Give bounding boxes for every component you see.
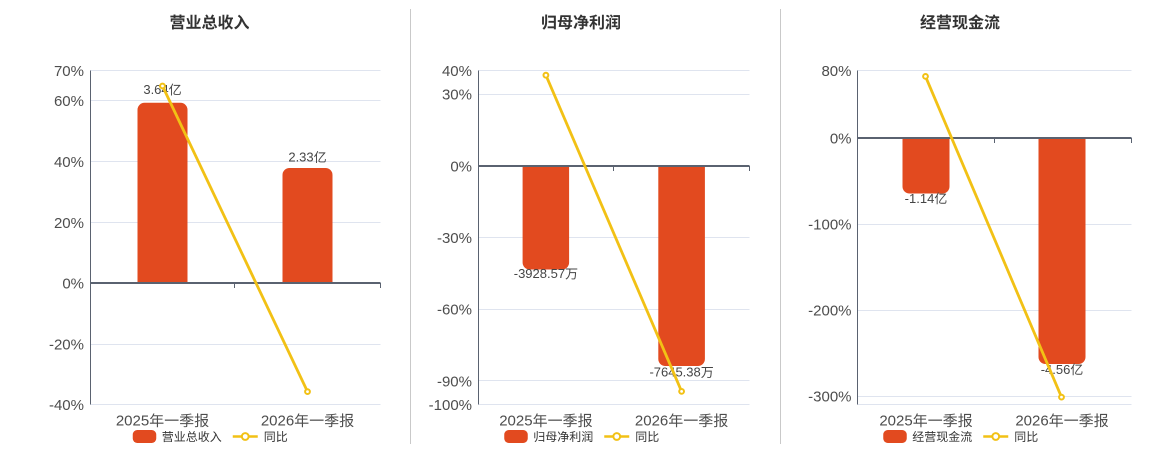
- svg-text:-90%: -90%: [437, 373, 472, 390]
- svg-text:-100%: -100%: [429, 397, 472, 414]
- svg-text:0%: 0%: [830, 131, 852, 148]
- svg-text:80%: 80%: [821, 63, 851, 80]
- svg-text:40%: 40%: [442, 63, 472, 80]
- svg-text:-30%: -30%: [437, 230, 472, 247]
- svg-text:2025: 2025: [499, 413, 532, 430]
- svg-text:-60%: -60%: [437, 302, 472, 319]
- svg-text:0%: 0%: [450, 158, 472, 175]
- svg-text:20%: 20%: [54, 215, 84, 232]
- svg-text:-7645.38: -7645.38: [649, 365, 700, 380]
- svg-text:30%: 30%: [442, 87, 472, 104]
- svg-text:-3928.57: -3928.57: [514, 266, 565, 281]
- svg-text:-200%: -200%: [808, 302, 851, 319]
- svg-text:-300%: -300%: [808, 388, 851, 405]
- svg-text:2.33: 2.33: [288, 150, 313, 165]
- svg-text:2026: 2026: [261, 413, 294, 430]
- svg-text:-20%: -20%: [49, 336, 84, 353]
- svg-text:-100%: -100%: [808, 216, 851, 233]
- svg-text:-40%: -40%: [49, 397, 84, 414]
- svg-text:2026: 2026: [635, 413, 668, 430]
- svg-text:2025: 2025: [879, 413, 912, 430]
- svg-text:2026: 2026: [1015, 413, 1048, 430]
- svg-text:-1.14: -1.14: [905, 191, 935, 206]
- svg-text:0%: 0%: [62, 275, 84, 292]
- svg-text:60%: 60%: [54, 93, 84, 110]
- svg-text:40%: 40%: [54, 154, 84, 171]
- svg-text:2025: 2025: [116, 413, 149, 430]
- svg-text:70%: 70%: [54, 63, 84, 80]
- svg-text:-4.56: -4.56: [1041, 362, 1071, 377]
